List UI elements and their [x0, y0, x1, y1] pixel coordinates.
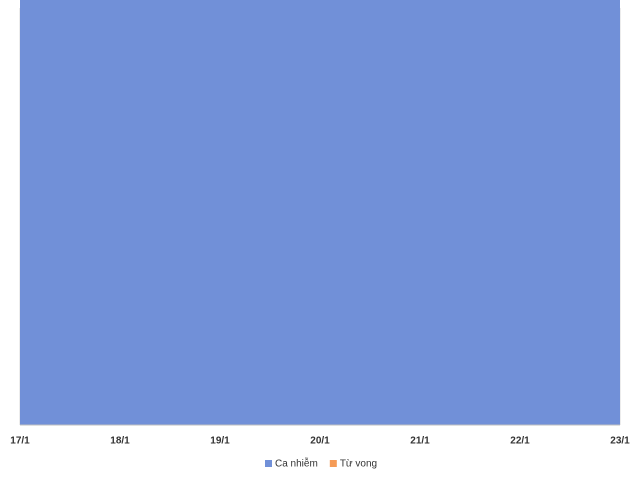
x-tick-label: 22/1 — [510, 436, 530, 447]
legend-label: Ca nhiễm — [275, 457, 318, 470]
x-tick-label: 19/1 — [210, 436, 230, 447]
x-tick-label: 21/1 — [410, 436, 430, 447]
x-tick-label: 23/1 — [610, 436, 630, 447]
legend-label: Từ vong — [340, 459, 377, 470]
x-tick-label: 20/1 — [310, 436, 330, 447]
x-tick-label: 17/1 — [10, 436, 30, 447]
legend-swatch — [329, 460, 337, 467]
area — [20, 0, 620, 425]
x-tick-label: 18/1 — [110, 436, 130, 447]
legend-swatch — [265, 460, 272, 467]
